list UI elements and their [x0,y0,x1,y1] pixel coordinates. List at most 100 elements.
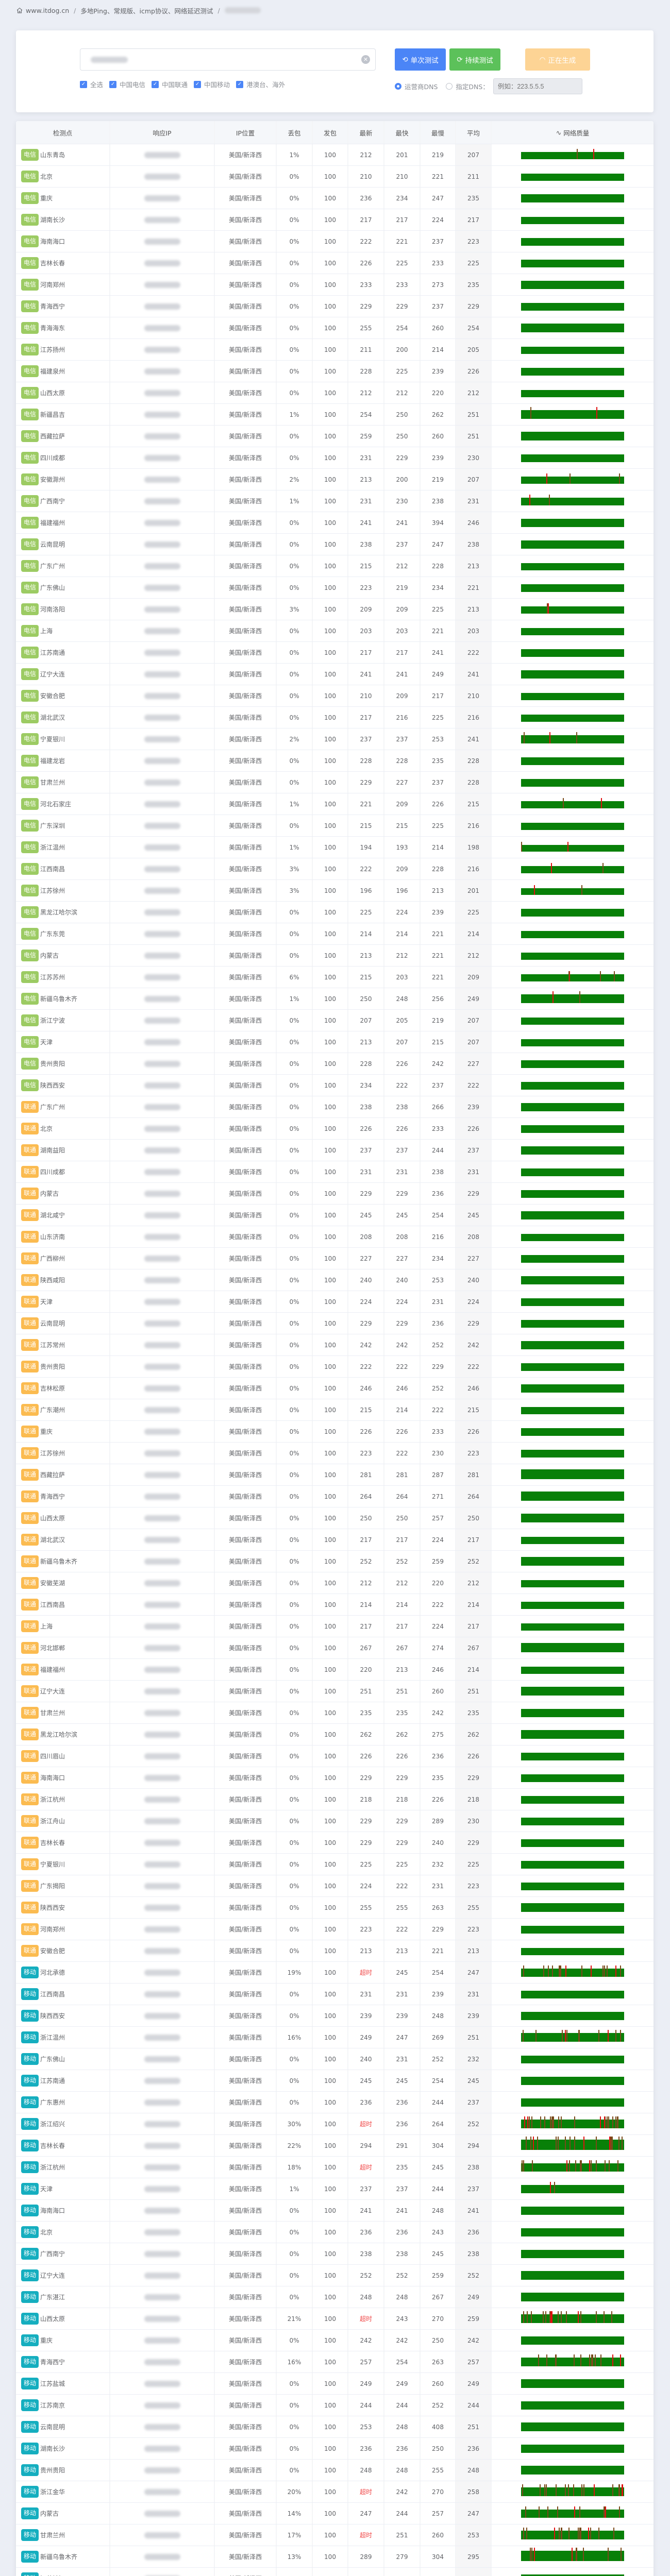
network-quality-bar[interactable] [521,1209,624,1222]
network-quality-bar[interactable] [521,2527,624,2541]
dns-carrier-radio[interactable] [395,83,401,90]
network-quality-bar[interactable] [521,1490,624,1503]
network-quality-bar[interactable] [521,1815,624,1827]
network-quality-bar[interactable] [521,2226,624,2239]
filter-mobile[interactable]: ✓ 中国移动 [194,79,230,89]
network-quality-bar[interactable] [521,1988,624,2001]
network-quality-bar[interactable] [521,2269,624,2282]
network-quality-bar[interactable] [521,2136,624,2152]
network-quality-bar[interactable] [521,538,624,551]
network-quality-bar[interactable] [521,906,624,919]
network-quality-bar[interactable] [521,2443,624,2455]
network-quality-bar[interactable] [521,2484,624,2498]
network-quality-bar[interactable] [521,1382,624,1395]
home-icon[interactable] [16,7,23,13]
network-quality-bar[interactable] [521,300,624,313]
network-quality-bar[interactable] [521,711,624,724]
checkbox-checked-icon[interactable]: ✓ [194,80,202,88]
col-fastest[interactable]: 最快 [384,121,421,144]
col-ip-location[interactable]: IP位置 [215,121,277,144]
network-quality-bar[interactable] [521,1252,624,1265]
network-quality-bar[interactable] [521,2010,624,2022]
col-sent[interactable]: 发包 [313,121,348,144]
network-quality-bar[interactable] [521,2075,624,2087]
network-quality-bar[interactable] [521,603,624,616]
network-quality-bar[interactable] [521,1707,624,1719]
network-quality-bar[interactable] [521,2053,624,2065]
network-quality-bar[interactable] [521,279,624,291]
network-quality-bar[interactable] [521,1965,624,1979]
network-quality-bar[interactable] [521,1317,624,1330]
network-quality-bar[interactable] [521,1404,624,1416]
network-quality-bar[interactable] [521,1902,624,1914]
network-quality-bar[interactable] [521,1642,624,1654]
close-circle-icon[interactable]: ✕ [361,55,370,64]
network-quality-bar[interactable] [521,2029,624,2044]
network-quality-bar[interactable] [521,2334,624,2347]
network-quality-bar[interactable] [521,1296,624,1308]
breadcrumb-home-link[interactable]: www.itdog.cn [26,6,70,14]
network-quality-bar[interactable] [521,1620,624,1633]
network-quality-bar[interactable] [521,820,624,832]
network-quality-bar[interactable] [521,2096,624,2109]
checkbox-checked-icon[interactable]: ✓ [80,80,87,88]
network-quality-bar[interactable] [521,928,624,940]
network-quality-bar[interactable] [521,171,624,183]
network-quality-bar[interactable] [521,387,624,399]
network-quality-bar[interactable] [521,1750,624,1762]
network-quality-bar[interactable] [521,647,624,659]
network-quality-bar[interactable] [521,2205,624,2217]
checkbox-checked-icon[interactable]: ✓ [236,80,244,88]
single-test-button[interactable]: ⟲ 单次测试 [395,48,446,71]
network-quality-bar[interactable] [521,1793,624,1806]
network-quality-bar[interactable] [521,1079,624,1092]
network-quality-bar[interactable] [521,1577,624,1589]
network-quality-bar[interactable] [521,1534,624,1546]
custom-dns-input[interactable] [493,78,582,94]
network-quality-bar[interactable] [521,1945,624,1957]
network-quality-bar[interactable] [521,235,624,248]
col-loss[interactable]: 丢包 [277,121,313,144]
network-quality-bar[interactable] [521,1685,624,1698]
network-quality-bar[interactable] [521,1036,624,1048]
network-quality-bar[interactable] [521,776,624,789]
network-quality-bar[interactable] [521,1512,624,1524]
network-quality-bar[interactable] [521,971,624,984]
col-latest[interactable]: 最新 [348,121,384,144]
network-quality-bar[interactable] [521,452,624,464]
breadcrumb-page[interactable]: 多地Ping、常规版、icmp协议、网络延迟测试 [80,7,213,15]
network-quality-bar[interactable] [521,1123,624,1135]
network-quality-bar[interactable] [521,991,624,1005]
network-quality-bar[interactable] [521,1339,624,1351]
network-quality-bar[interactable] [521,2399,624,2412]
network-quality-bar[interactable] [521,1728,624,1741]
network-quality-bar[interactable] [521,257,624,269]
checkbox-checked-icon[interactable]: ✓ [109,80,117,88]
generating-button[interactable]: ◠ 正在生成 [525,48,590,71]
network-quality-bar[interactable] [521,2378,624,2390]
network-quality-bar[interactable] [521,214,624,226]
network-quality-bar[interactable] [521,1664,624,1676]
network-quality-bar[interactable] [521,1923,624,1936]
network-quality-bar[interactable] [521,1274,624,1286]
network-quality-bar[interactable] [521,1447,624,1460]
network-quality-bar[interactable] [521,1599,624,1611]
network-quality-bar[interactable] [521,2572,624,2576]
network-quality-bar[interactable] [521,2160,624,2174]
network-quality-bar[interactable] [521,1188,624,1200]
network-quality-bar[interactable] [521,625,624,637]
network-quality-bar[interactable] [521,2116,624,2130]
checkbox-checked-icon[interactable]: ✓ [152,80,159,88]
network-quality-bar[interactable] [521,732,624,745]
network-quality-bar[interactable] [521,950,624,962]
network-quality-bar[interactable] [521,2464,624,2477]
network-quality-bar[interactable] [521,862,624,875]
network-quality-bar[interactable] [521,1101,624,1113]
col-network-quality[interactable]: ∿ 网络质量 [492,121,654,144]
network-quality-bar[interactable] [521,1880,624,1892]
network-quality-bar[interactable] [521,322,624,334]
network-quality-bar[interactable] [521,148,624,161]
target-input[interactable]: ✕ [80,48,376,71]
network-quality-bar[interactable] [521,798,624,810]
network-quality-bar[interactable] [521,582,624,594]
